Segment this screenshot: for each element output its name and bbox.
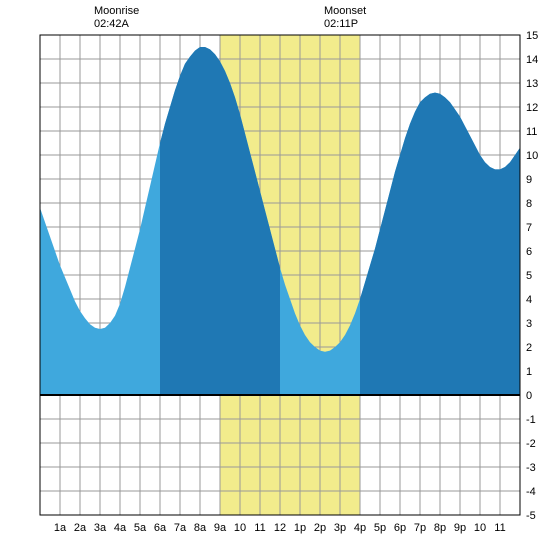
x-tick-label: 2p [314,522,326,534]
y-tick-label: 12 [526,102,538,114]
x-tick-label: 6p [394,522,406,534]
x-tick-label: 4p [354,522,366,534]
moonrise-title: Moonrise [94,5,139,18]
y-tick-label: 6 [526,246,532,258]
y-tick-label: 2 [526,342,532,354]
x-tick-label: 8a [194,522,207,534]
y-tick-label: 14 [526,54,538,66]
x-tick-label: 1p [294,522,306,534]
y-tick-label: -5 [526,510,536,522]
x-tick-label: 7a [174,522,187,534]
y-tick-label: 1 [526,366,532,378]
x-tick-label: 6a [154,522,167,534]
y-tick-label: 10 [526,150,538,162]
moonset-time: 02:11P [324,18,366,31]
y-tick-label: 0 [526,390,532,402]
x-tick-label: 3a [94,522,107,534]
x-tick-label: 10 [234,522,246,534]
y-tick-label: 8 [526,198,532,210]
y-tick-label: 5 [526,270,532,282]
x-tick-label: 9a [214,522,227,534]
y-tick-label: 13 [526,78,538,90]
moonset-label: Moonset 02:11P [324,5,366,31]
y-tick-label: -1 [526,414,536,426]
y-tick-label: 15 [526,30,538,42]
x-tick-label: 11 [254,522,265,534]
x-tick-label: 7p [414,522,426,534]
moonset-title: Moonset [324,5,366,18]
y-tick-label: 4 [526,294,532,306]
y-tick-label: -4 [526,486,536,498]
y-tick-label: -3 [526,462,536,474]
moonrise-time: 02:42A [94,18,139,31]
x-tick-label: 5a [134,522,147,534]
x-tick-label: 5p [374,522,386,534]
y-tick-label: -2 [526,438,536,450]
tide-chart: -5-4-3-2-101234567891011121314151a2a3a4a… [0,0,550,550]
x-tick-label: 2a [74,522,87,534]
x-tick-label: 8p [434,522,446,534]
x-tick-label: 3p [334,522,346,534]
y-tick-label: 11 [526,126,537,138]
x-tick-label: 4a [114,522,127,534]
y-tick-label: 3 [526,318,532,330]
moonrise-label: Moonrise 02:42A [94,5,139,31]
chart-svg: -5-4-3-2-101234567891011121314151a2a3a4a… [0,0,550,550]
x-tick-label: 9p [454,522,466,534]
x-tick-label: 10 [474,522,486,534]
x-tick-label: 1a [54,522,67,534]
y-tick-label: 7 [526,222,532,234]
x-tick-label: 12 [274,522,286,534]
y-tick-label: 9 [526,174,532,186]
x-tick-label: 11 [494,522,505,534]
